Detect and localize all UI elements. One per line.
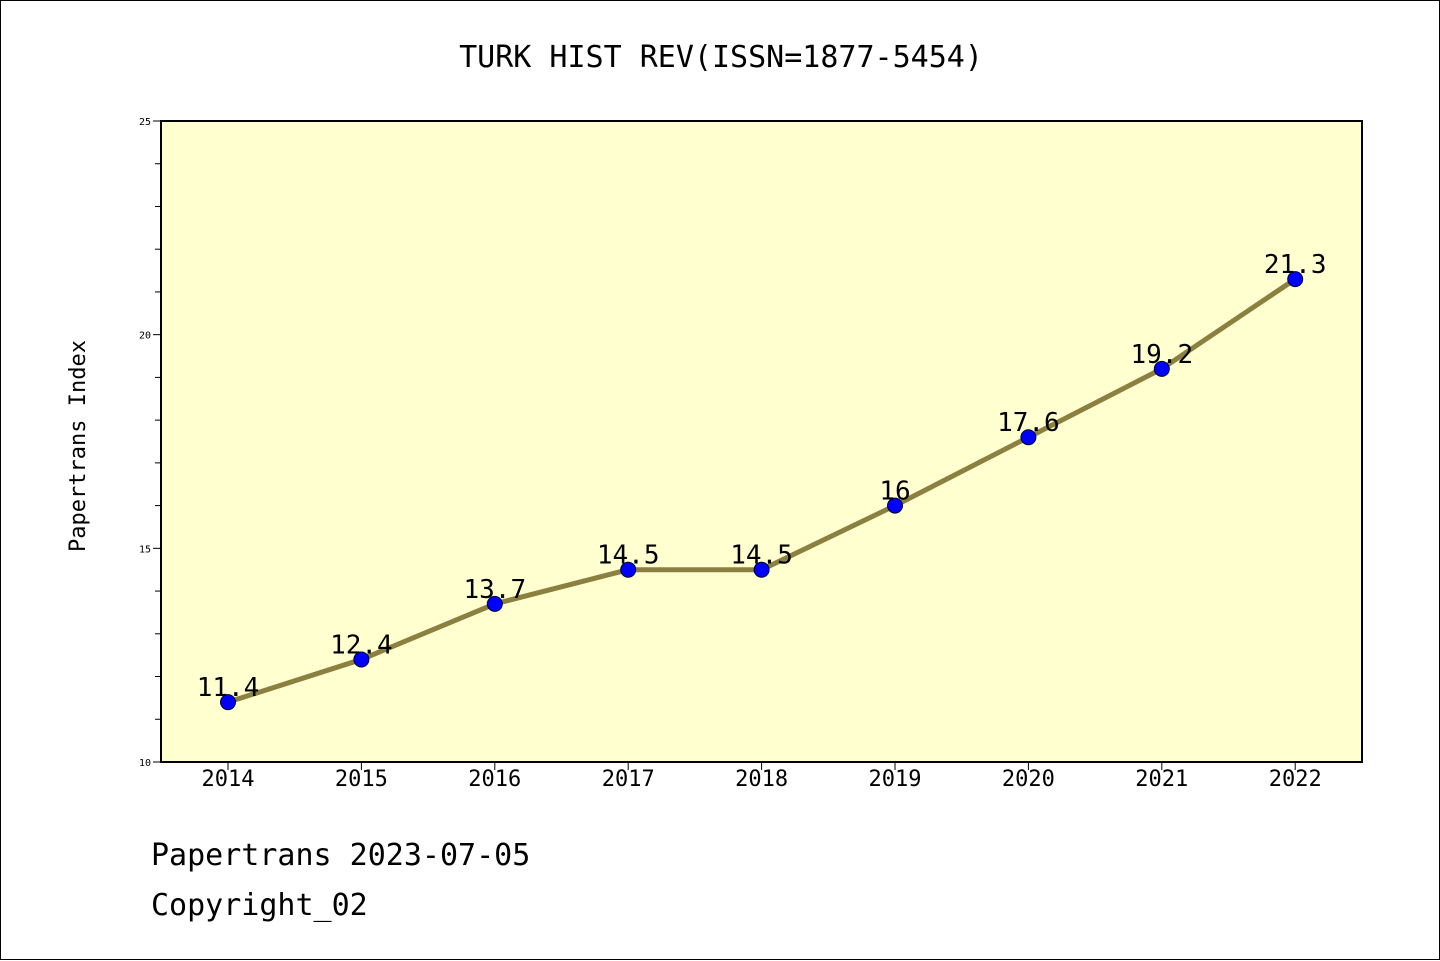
data-label: 16: [879, 477, 910, 507]
data-labels: 11.4 12.4 13.7 14.5 14.5 16 17.6 19.2 21.3: [197, 250, 1327, 703]
data-label: 17.6: [997, 408, 1060, 438]
data-point: [753, 561, 770, 578]
y-tick-label: 10: [139, 758, 151, 769]
data-label: 12.4: [330, 630, 393, 660]
data-label: 13.7: [463, 575, 526, 605]
data-point: [1153, 360, 1170, 377]
x-tick-label: 2019: [869, 767, 922, 792]
data-label: 21.3: [1264, 250, 1327, 280]
data-point: [887, 497, 903, 514]
x-tick-label: 2017: [602, 767, 655, 792]
x-tick-label: 2020: [1002, 767, 1055, 792]
x-tick-label: 2016: [468, 767, 521, 792]
x-tick-label: 2014: [202, 767, 255, 792]
data-label: 14.5: [597, 541, 660, 571]
y-axis-label: Papertrans Index: [66, 340, 91, 552]
data-point: [486, 595, 503, 612]
y-tick-label: 25: [139, 117, 151, 128]
y-axis: 10 15 20 25: [139, 117, 161, 769]
data-label: 14.5: [730, 541, 793, 571]
footer-copyright: Copyright_02: [151, 888, 368, 923]
y-tick-label: 15: [139, 544, 151, 555]
x-tick-label: 2018: [735, 767, 788, 792]
chart-title: TURK HIST REV(ISSN=1877-5454): [459, 40, 983, 75]
data-point: [353, 651, 370, 668]
x-tick-label: 2022: [1269, 767, 1322, 792]
data-point: [1287, 271, 1304, 288]
x-tick-label: 2015: [335, 767, 388, 792]
data-label: 11.4: [197, 673, 260, 703]
y-tick-label: 20: [139, 331, 151, 342]
data-point: [620, 561, 637, 578]
data-points: [220, 271, 1304, 711]
data-point: [220, 694, 236, 711]
data-point: [1020, 429, 1037, 446]
footer-date: Papertrans 2023-07-05: [151, 838, 530, 873]
data-label: 19.2: [1130, 340, 1193, 370]
x-axis: 2014 2015 2016 2017 2018 2019 2020 2021 2022: [202, 762, 1322, 792]
x-tick-label: 2021: [1135, 767, 1188, 792]
